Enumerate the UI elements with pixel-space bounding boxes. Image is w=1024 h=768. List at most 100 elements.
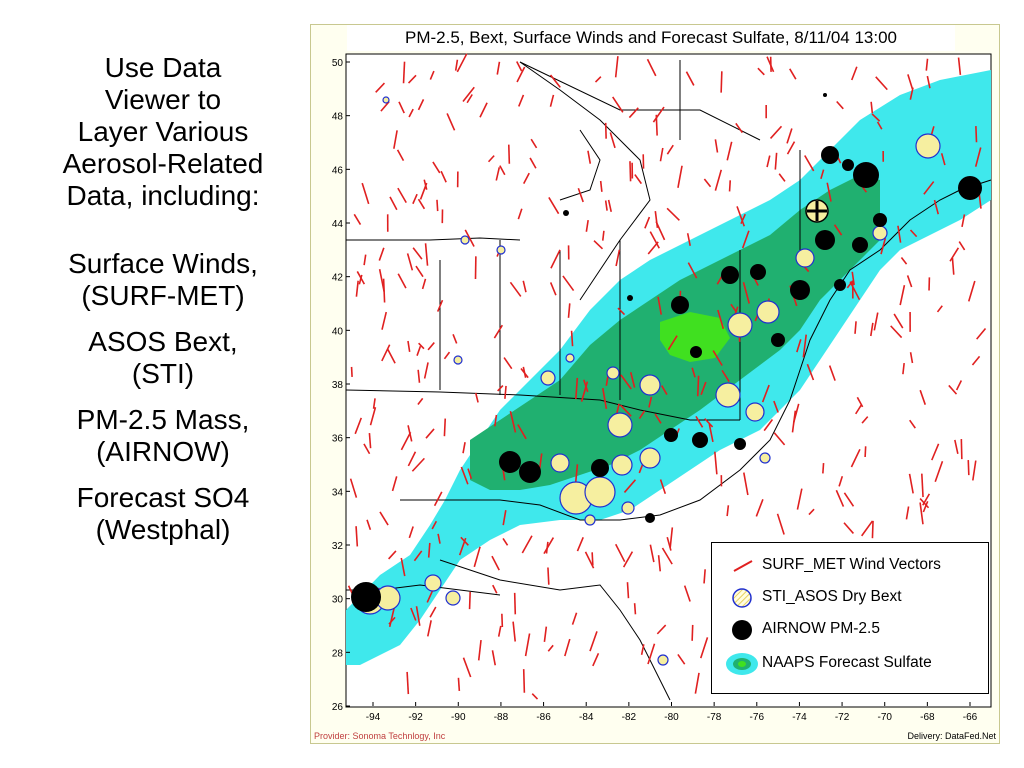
wind-vector <box>549 94 555 107</box>
wind-vector <box>875 76 888 91</box>
wind-vector <box>437 533 441 544</box>
lon-tick-label: -86 <box>536 712 551 723</box>
pm25-marker[interactable] <box>823 93 827 97</box>
pm25-marker[interactable] <box>734 438 746 450</box>
wind-vector <box>828 365 836 381</box>
bext-marker[interactable] <box>745 402 765 422</box>
bext-marker[interactable] <box>424 574 442 592</box>
pm25-marker[interactable] <box>591 459 609 477</box>
wind-vector <box>516 61 523 72</box>
pm25-marker[interactable] <box>834 279 846 291</box>
lat-tick-label: 42 <box>332 273 344 284</box>
wind-vector <box>846 280 854 289</box>
bext-marker[interactable] <box>445 590 461 606</box>
pm25-marker[interactable] <box>815 230 835 250</box>
wind-vector <box>398 101 405 114</box>
pm25-marker[interactable] <box>645 513 655 523</box>
wind-vector <box>543 626 548 642</box>
pm25-marker[interactable] <box>519 461 541 483</box>
bext-marker[interactable] <box>639 447 661 469</box>
pm25-marker[interactable] <box>821 146 839 164</box>
wind-vector <box>612 96 624 113</box>
wind-vector <box>474 392 479 403</box>
wind-vector <box>433 491 443 507</box>
location-crosshair-icon[interactable] <box>805 199 829 223</box>
bext-marker[interactable] <box>460 235 470 245</box>
pm25-marker[interactable] <box>771 333 785 347</box>
pm25-marker[interactable] <box>790 280 810 300</box>
wind-vector <box>462 657 472 678</box>
bext-marker[interactable] <box>584 476 616 508</box>
wind-vector <box>856 396 864 408</box>
pm25-marker[interactable] <box>842 159 854 171</box>
wind-vector <box>548 197 560 215</box>
wind-vector <box>358 274 363 285</box>
pm25-marker[interactable] <box>563 210 569 216</box>
bext-marker[interactable] <box>453 355 463 365</box>
pm25-marker[interactable] <box>750 264 766 280</box>
pm25-marker[interactable] <box>627 295 633 301</box>
bext-marker[interactable] <box>540 370 556 386</box>
bext-marker[interactable] <box>382 96 390 104</box>
wind-vector <box>524 633 531 657</box>
bext-marker[interactable] <box>756 300 780 324</box>
pm25-marker[interactable] <box>852 237 868 253</box>
wind-vector <box>479 102 488 118</box>
wind-vector <box>919 389 927 405</box>
pm25-marker[interactable] <box>664 428 678 442</box>
wind-vector <box>826 182 832 202</box>
pm25-marker[interactable] <box>671 296 689 314</box>
bext-marker[interactable] <box>727 312 753 338</box>
bext-marker[interactable] <box>607 412 633 438</box>
pm25-marker[interactable] <box>853 162 879 188</box>
wind-vector <box>909 419 916 429</box>
wind-vector <box>634 174 643 185</box>
wind-vector <box>906 275 913 288</box>
wind-vector <box>460 466 469 485</box>
wind-vector <box>694 672 700 694</box>
bext-marker[interactable] <box>872 225 888 241</box>
bext-marker[interactable] <box>550 453 570 473</box>
wind-vector <box>974 147 982 167</box>
bext-marker[interactable] <box>621 501 635 515</box>
bext-marker[interactable] <box>496 245 506 255</box>
wind-vector <box>575 377 579 400</box>
wind-vector <box>870 101 874 114</box>
wind-vector <box>494 414 498 427</box>
wind-vector <box>861 520 874 537</box>
bext-marker[interactable] <box>759 452 771 464</box>
wind-vector <box>934 460 944 482</box>
wind-vector <box>522 280 527 293</box>
pm25-marker[interactable] <box>499 451 521 473</box>
wind-vector <box>427 542 431 558</box>
item-line: Forecast SO4 <box>76 482 250 513</box>
pm25-marker[interactable] <box>721 266 739 284</box>
bext-marker[interactable] <box>657 654 669 666</box>
bext-marker[interactable] <box>715 382 741 408</box>
bext-marker[interactable] <box>639 374 661 396</box>
bext-marker[interactable] <box>584 514 596 526</box>
bext-marker[interactable] <box>565 353 575 363</box>
wind-vector <box>838 475 844 487</box>
wind-vector <box>609 132 616 149</box>
pm25-marker[interactable] <box>873 213 887 227</box>
pm25-marker[interactable] <box>692 432 708 448</box>
bext-marker[interactable] <box>606 366 620 380</box>
pm25-marker[interactable] <box>690 346 702 358</box>
bext-marker[interactable] <box>795 248 815 268</box>
wind-vector <box>657 296 663 315</box>
wind-vector <box>691 624 694 641</box>
bext-marker[interactable] <box>915 133 941 159</box>
wind-vector <box>592 652 600 667</box>
wind-vector <box>975 126 978 143</box>
bext-marker[interactable] <box>611 454 633 476</box>
wind-vector <box>426 620 432 637</box>
wind-vector <box>427 342 435 351</box>
pm25-marker[interactable] <box>351 582 381 612</box>
item-forecast-so4: Forecast SO4 (Westphal) <box>34 482 292 546</box>
wind-vector <box>406 671 410 695</box>
pm25-marker[interactable] <box>958 176 982 200</box>
wind-vector <box>714 451 718 475</box>
wind-vector <box>796 488 803 510</box>
